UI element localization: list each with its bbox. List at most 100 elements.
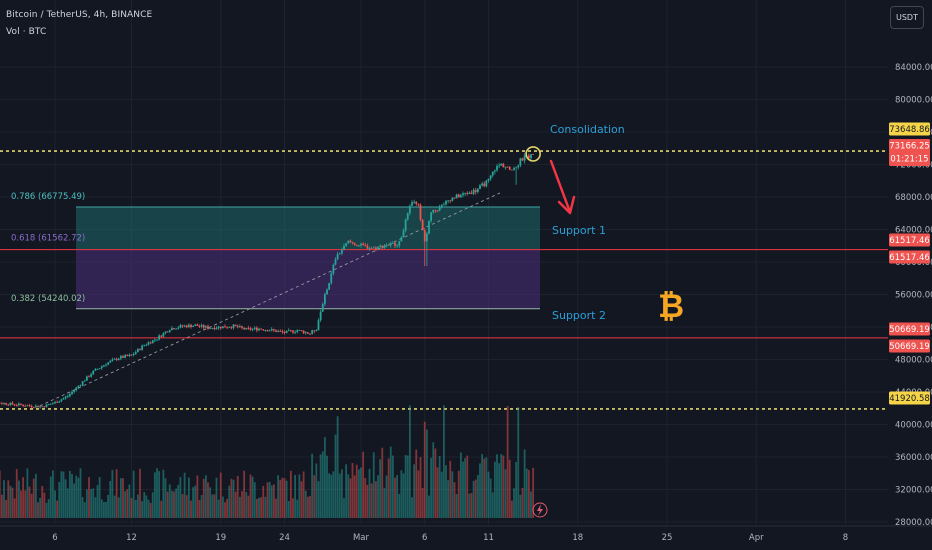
bitcoin-symbol: ₿ [658, 287, 684, 325]
level-label-resistance-box [889, 122, 930, 136]
consolidation-circle [525, 146, 541, 162]
volume-bar [0, 494, 3, 518]
volume-bar [219, 472, 222, 518]
candle-body [479, 185, 481, 189]
candle-body [387, 245, 390, 247]
volume-bar [447, 480, 450, 518]
volume-bar [253, 482, 256, 518]
candle-body [481, 183, 484, 186]
candle-body [221, 326, 224, 329]
y-tick-label: 28000.00 [895, 518, 932, 528]
volume-bar [366, 484, 369, 518]
candle-body [317, 320, 320, 331]
candle-body [92, 370, 95, 375]
volume-label: Vol · BTC [6, 27, 47, 37]
volume-bar [0, 470, 1, 518]
candle-body [440, 204, 443, 207]
volume-bar [192, 487, 195, 518]
volume-bar [134, 499, 137, 518]
volume-bar [260, 497, 263, 518]
volume-bar [34, 473, 37, 518]
volume-bar [404, 455, 407, 518]
volume-bar [351, 463, 354, 518]
volume-bar [13, 498, 16, 518]
candle-body [370, 248, 373, 249]
volume-bar [306, 496, 309, 518]
volume-bar [500, 454, 503, 518]
candle-body [496, 166, 498, 171]
volume-bar [432, 442, 435, 518]
candle-body [266, 329, 269, 332]
candle-body [296, 330, 299, 332]
candle-body [122, 356, 124, 358]
candle-body [217, 326, 220, 329]
volume-bar [37, 502, 39, 518]
volume-bar [455, 493, 458, 518]
volume-bar [56, 500, 59, 518]
candle-body [209, 328, 212, 329]
volume-bar [406, 455, 409, 518]
volume-bar [383, 488, 386, 518]
candle-body [523, 155, 526, 161]
volume-bar [245, 491, 248, 518]
volume-bar [151, 492, 154, 518]
volume-bar [430, 457, 433, 518]
volume-bar [289, 470, 292, 518]
annotation-consolidation: Consolidation [550, 123, 625, 136]
currency-button[interactable]: USDT [890, 6, 924, 29]
volume-bar [147, 499, 150, 518]
volume-bar [275, 498, 277, 518]
volume-bar [232, 479, 235, 518]
x-tick-label: 6 [52, 533, 57, 543]
candle-body [374, 247, 377, 250]
volume-bar [204, 475, 207, 518]
candle-body [398, 241, 401, 246]
volume-bar [502, 455, 505, 518]
x-tick-label: 24 [279, 533, 290, 543]
volume-bar [194, 485, 197, 518]
volume-bar [319, 454, 322, 518]
volume-bar [402, 473, 405, 518]
volume-bar [73, 483, 76, 518]
candle-body [60, 399, 63, 402]
candle-body [404, 219, 407, 231]
candle-body [459, 195, 462, 198]
candle-body [279, 331, 282, 332]
volume-bar [77, 477, 80, 518]
candle-body [20, 403, 22, 405]
volume-bar [527, 470, 530, 518]
volume-bar [515, 461, 518, 518]
volume-bar [105, 501, 107, 518]
volume-bar [71, 473, 73, 518]
volume-bar [464, 458, 467, 518]
volume-bar [54, 490, 56, 518]
volume-bar [362, 451, 365, 518]
volume-bar [107, 494, 110, 518]
volume-bar [249, 474, 252, 518]
candle-body [75, 387, 78, 391]
candle-body [5, 403, 8, 405]
volume-bar [389, 446, 392, 518]
candle-body [311, 330, 314, 334]
candle-body [321, 304, 324, 312]
volume-bar [493, 461, 496, 518]
volume-bar [117, 497, 120, 518]
candle-body [213, 327, 216, 330]
volume-bar [283, 478, 286, 518]
candle-body [372, 247, 375, 249]
y-tick-label: 56000.00 [895, 291, 932, 301]
volume-bar [294, 474, 297, 518]
candle-body [124, 355, 127, 358]
candle-body [355, 244, 358, 246]
volume-bar [111, 469, 114, 518]
candle-body [98, 368, 101, 370]
volume-bar [119, 478, 122, 518]
volume-bar [202, 478, 205, 518]
volume-bar [334, 434, 337, 518]
lightning-icon [532, 502, 548, 518]
volume-bar [338, 473, 341, 518]
volume-bar [160, 500, 163, 518]
candle-body [109, 360, 112, 363]
candle-body [175, 328, 178, 330]
